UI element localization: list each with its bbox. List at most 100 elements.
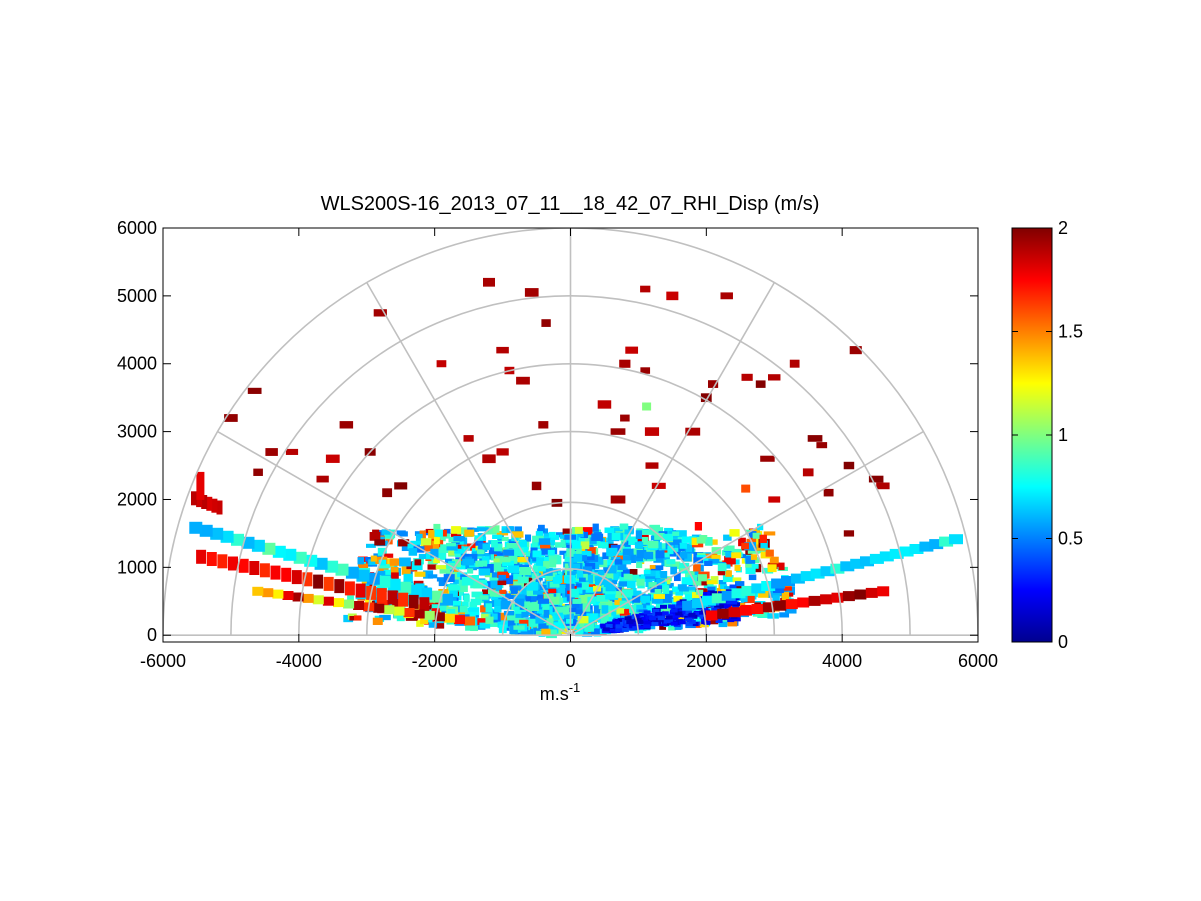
data-cell [372,617,383,625]
data-cell [781,576,795,586]
y-tick-label: 0 [147,625,157,645]
data-cell [660,604,667,609]
data-cell [500,600,512,610]
data-cell [467,568,474,574]
data-cell [616,608,625,614]
data-cell [641,529,652,535]
data-cell [537,608,544,614]
data-cell [635,604,644,610]
data-cell [436,608,444,616]
data-cell [499,589,507,594]
data-cell [466,612,476,618]
data-cell [641,617,649,621]
data-cell [419,597,430,612]
data-cell [478,568,491,576]
data-cell [548,531,556,538]
y-tick-label: 4000 [117,354,157,374]
data-cell [731,548,742,555]
x-tick-label: 6000 [958,651,998,671]
data-cell [333,598,344,608]
data-cell [467,543,476,551]
data-cell [802,468,814,477]
data-cell [383,569,392,576]
data-cell [854,589,867,600]
data-cell [431,604,441,612]
data-cell [567,571,579,576]
data-cell [513,581,524,587]
data-cell [390,566,399,576]
data-cell [451,567,459,573]
data-cell [206,552,217,566]
data-cell [692,581,702,586]
data-cell [585,553,595,561]
data-cell [374,539,386,546]
data-cell [532,535,544,543]
data-cell [574,526,583,534]
data-cell [249,561,260,575]
data-cell [641,595,651,603]
data-cell [784,608,797,614]
data-cell [373,309,387,317]
data-cell [899,546,914,557]
data-cell [565,618,574,624]
data-cell [451,526,462,534]
data-cell [508,565,520,573]
data-cell [745,555,756,564]
data-cell [407,543,417,550]
data-cell [744,542,756,551]
data-cell [672,539,683,545]
data-cell [370,555,377,562]
data-cell [624,616,632,621]
data-cell [419,530,426,539]
data-cell [860,556,874,567]
data-cell [889,548,904,559]
data-cell [525,534,532,542]
data-cell [675,530,687,538]
data-cell [685,610,693,615]
x-axis-label-base: m.s [540,684,569,704]
data-cell [646,605,654,612]
x-tick-label: 2000 [686,651,726,671]
data-cell [569,624,580,629]
data-cell [527,582,538,591]
radial-spoke [569,282,775,636]
data-cell [368,559,378,566]
data-cell [579,541,590,550]
data-cell [196,471,205,500]
data-cell [423,610,435,620]
data-cell [399,557,411,567]
data-cell [429,590,443,603]
data-cell [403,573,413,582]
data-cell [491,572,499,578]
data-cell [699,610,707,615]
data-cell [649,616,657,621]
data-cell [692,598,706,609]
data-cell [800,571,815,582]
data-cell [427,574,438,579]
data-cell [743,594,755,604]
data-cell [389,558,401,566]
data-cell [505,593,514,600]
data-cell [640,285,651,293]
data-cell [712,607,720,612]
data-cell [771,578,786,589]
data-cell [614,591,627,599]
data-cell [414,571,426,577]
data-cell [381,529,391,535]
data-cell [699,614,707,619]
data-cell [458,583,468,593]
data-cell [655,600,668,609]
data-cell [740,605,752,616]
data-cell [519,567,532,576]
data-cell [543,608,554,618]
data-cell [697,574,707,582]
data-cell [334,579,345,594]
data-cell [605,624,613,628]
data-cell [623,573,633,580]
data-cell [366,572,380,585]
data-cell [420,538,432,548]
data-cell [648,540,659,549]
data-cell [677,614,690,623]
data-cell [705,610,718,621]
data-cell [640,603,650,608]
